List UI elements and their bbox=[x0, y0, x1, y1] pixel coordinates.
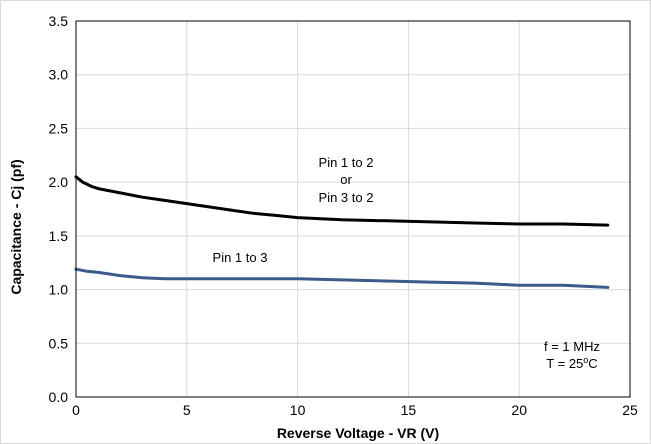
y-tick-label: 2.0 bbox=[49, 174, 69, 190]
y-tick-label: 0.0 bbox=[49, 389, 69, 405]
x-tick-label: 15 bbox=[401, 402, 417, 418]
x-axis-title: Reverse Voltage - VR (V) bbox=[277, 425, 439, 441]
upper-series-label-line2: or bbox=[340, 172, 352, 187]
y-tick-label: 1.0 bbox=[49, 282, 69, 298]
series-layer bbox=[74, 175, 610, 289]
x-tick-label: 20 bbox=[511, 402, 527, 418]
plot-area-border bbox=[75, 20, 631, 398]
y-tick-label: 2.5 bbox=[49, 120, 69, 136]
y-tick-label: 3.5 bbox=[49, 13, 69, 29]
temperature-suffix: C bbox=[588, 356, 597, 371]
y-tick-label: 0.5 bbox=[49, 335, 69, 351]
lower-series-label: Pin 1 to 3 bbox=[213, 250, 268, 265]
frequency-annotation: f = 1 MHz bbox=[544, 339, 600, 354]
upper-series-label-line3: Pin 3 to 2 bbox=[319, 190, 374, 205]
x-tick-label: 5 bbox=[183, 402, 191, 418]
temperature-annotation: T = 25oC bbox=[546, 355, 597, 371]
x-tick-label: 25 bbox=[622, 402, 638, 418]
x-tick-label: 10 bbox=[290, 402, 306, 418]
temperature-prefix: T = 25 bbox=[546, 356, 583, 371]
upper-series-label-line1: Pin 1 to 2 bbox=[319, 155, 374, 170]
y-tick-label: 1.5 bbox=[49, 228, 69, 244]
y-tick-label: 3.0 bbox=[49, 67, 69, 83]
series-line-pin-1-to-3 bbox=[74, 267, 610, 289]
y-axis-title: Capacitance - Cj (pf) bbox=[8, 159, 24, 294]
temperature-degree-superscript: o bbox=[583, 355, 588, 365]
series-line-pin-1-to-2 bbox=[74, 175, 610, 227]
x-tick-labels: 0 5 10 15 20 25 bbox=[72, 402, 638, 418]
x-tick-label: 0 bbox=[72, 402, 80, 418]
y-tick-labels: 0.0 0.5 1.0 1.5 2.0 2.5 3.0 3.5 bbox=[49, 13, 69, 405]
